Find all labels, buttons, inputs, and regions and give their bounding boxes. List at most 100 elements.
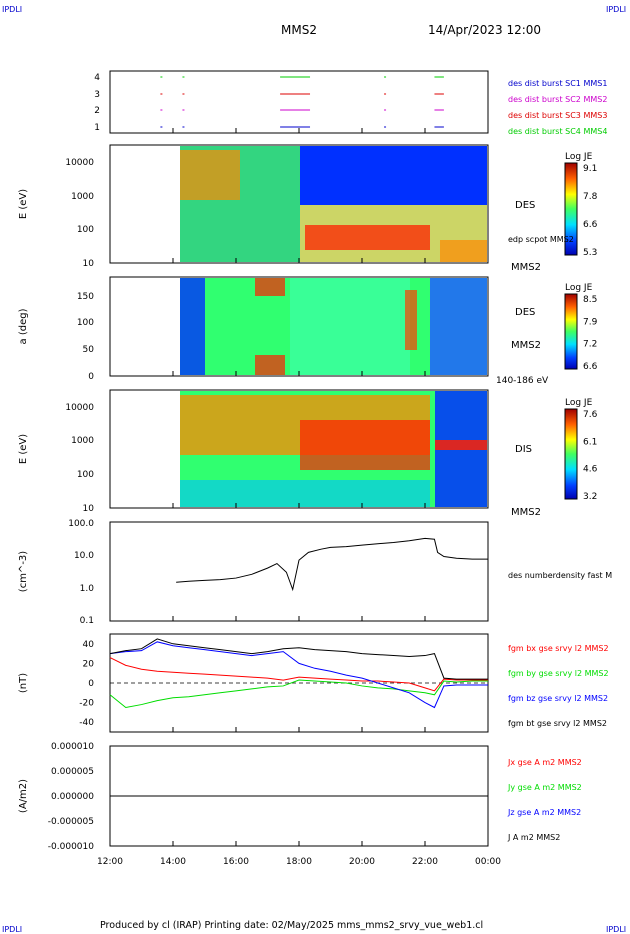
- colorbar-title: Log JE: [565, 283, 593, 293]
- x-tick-label: 00:00: [475, 857, 501, 867]
- x-tick-label: 12:00: [97, 857, 123, 867]
- colorbar-1: [564, 162, 578, 256]
- spectrogram-right-label: DES: [515, 307, 535, 318]
- current-legend-label: Jx gse A m2 MMS2: [507, 758, 582, 767]
- spectrogram-ytick-label: 50: [83, 345, 95, 355]
- density-ytick-label: 1.0: [80, 584, 95, 594]
- spectrogram-ytick-label: 10000: [65, 403, 94, 413]
- burst-legend-label: des dist burst SC2 MMS2: [508, 95, 607, 104]
- burst-panel-frame: [109, 70, 489, 134]
- spectrogram-ytick-label: 0: [88, 372, 94, 382]
- current-ytick-label: -0.000010: [48, 842, 94, 852]
- colorbar-2: [564, 293, 578, 370]
- page-datetime: 14/Apr/2023 12:00: [428, 23, 541, 37]
- current-ytick-label: 0.000010: [51, 742, 94, 752]
- density-ytick-label: 10.0: [74, 551, 94, 561]
- footer-logo-right: IPDLI: [606, 925, 626, 934]
- axis-text-layer: 4 3 2 1 des dist burst SC1 MMS1 des dist burs…: [18, 73, 612, 867]
- colorbar-tick-label: 5.3: [583, 248, 597, 258]
- x-tick-label: 22:00: [412, 857, 438, 867]
- fgm-series-line: [109, 638, 488, 680]
- logo-left: IPDLI: [2, 5, 22, 14]
- burst-ytick-label: 4: [94, 73, 100, 83]
- spectrogram-right-bottom: MMS2: [511, 262, 541, 273]
- fgm-ytick-label: -40: [79, 718, 94, 728]
- burst-ytick-label: 3: [94, 90, 100, 100]
- fgm-legend-label: fgm by gse srvy l2 MMS2: [508, 669, 609, 678]
- spectrogram-right-sublabel: edp scpot MMS2: [508, 235, 574, 244]
- plot-layer: [109, 76, 489, 846]
- density-ytick-label: 0.1: [80, 616, 94, 626]
- spectrogram-ylabel: E (eV): [18, 434, 29, 464]
- fgm-legend-label: fgm bz gse srvy l2 MMS2: [508, 694, 608, 703]
- spectrogram-ytick-label: 1000: [71, 436, 94, 446]
- dis-energy-spectrogram: [180, 391, 487, 507]
- colorbar-tick-label: 6.6: [583, 362, 598, 372]
- spectrogram-ylabel: a (deg): [18, 308, 29, 344]
- x-tick-label: 20:00: [349, 857, 375, 867]
- x-tick-label: 18:00: [286, 857, 312, 867]
- spectrogram-right-bottom: MMS2: [511, 507, 541, 518]
- spectrogram-ytick-label: 100: [77, 470, 94, 480]
- spectrogram-ytick-label: 10: [83, 259, 95, 269]
- colorbar-3: [564, 408, 578, 500]
- current-ytick-label: -0.000005: [48, 817, 94, 827]
- fgm-ytick-label: 40: [83, 640, 95, 650]
- fgm-series-line: [109, 657, 488, 692]
- colorbar-tick-label: 8.5: [583, 295, 597, 305]
- colorbar-tick-label: 7.9: [583, 317, 598, 327]
- fgm-legend-label: fgm bx gse srvy l2 MMS2: [508, 644, 609, 653]
- page-title: MMS2: [281, 23, 317, 37]
- des-energy-spectrogram: [180, 146, 487, 262]
- burst-ytick-label: 2: [94, 106, 100, 116]
- burst-legend-label: des dist burst SC4 MMS4: [508, 127, 607, 136]
- spectrogram-right-label: DES: [515, 200, 535, 211]
- burst-ytick-label: 1: [94, 123, 100, 133]
- current-legend-label: J A m2 MMS2: [507, 833, 560, 842]
- x-tick-label: 14:00: [160, 857, 186, 867]
- spectrogram-ylabel: E (eV): [18, 189, 29, 219]
- burst-legend-label: des dist burst SC1 MMS1: [508, 79, 607, 88]
- colorbar-tick-label: 7.2: [583, 340, 597, 350]
- current-ytick-label: 0.000005: [51, 767, 94, 777]
- current-ylabel: (A/m2): [18, 779, 29, 813]
- colorbar-tick-label: 6.1: [583, 437, 597, 447]
- fgm-ytick-label: 20: [83, 659, 95, 669]
- footer-credit: Produced by cl (IRAP) Printing date: 02/…: [100, 920, 483, 931]
- spectrogram-right-label: DIS: [515, 444, 532, 455]
- current-legend-label: Jz gse A m2 MMS2: [507, 808, 581, 817]
- density-panel-frame: [109, 521, 489, 622]
- colorbar-tick-label: 3.2: [583, 492, 597, 502]
- logo-right: IPDLI: [606, 5, 626, 14]
- current-legend-label: Jy gse A m2 MMS2: [507, 783, 582, 792]
- density-ytick-label: 100.0: [68, 519, 94, 529]
- spectrogram-ytick-label: 100: [77, 225, 94, 235]
- colorbar-tick-label: 7.8: [583, 192, 598, 202]
- footer-logo-left: IPDLI: [2, 925, 22, 934]
- fgm-ytick-label: -20: [79, 699, 94, 709]
- current-ytick-label: 0.000000: [51, 792, 94, 802]
- colorbar-tick-label: 6.6: [583, 220, 598, 230]
- spectrogram-ytick-label: 150: [77, 292, 94, 302]
- colorbar-title: Log JE: [565, 152, 593, 162]
- density-legend: des numberdensity fast M: [508, 571, 612, 580]
- fgm-series-line: [109, 679, 488, 709]
- burst-legend-label: des dist burst SC3 MMS3: [508, 111, 607, 120]
- fgm-legend-label: fgm bt gse srvy l2 MMS2: [508, 719, 607, 728]
- spectrogram-ytick-label: 1000: [71, 192, 94, 202]
- colorbar-title: Log JE: [565, 398, 593, 408]
- spectrogram-ytick-label: 10: [83, 504, 95, 514]
- fgm-ylabel: (nT): [18, 673, 29, 693]
- colorbar-tick-label: 7.6: [583, 410, 598, 420]
- spectrogram-right-sublabel: MMS2: [511, 340, 541, 351]
- colorbars: [564, 162, 578, 500]
- spectrogram-right-bottom: 140-186 eV: [496, 376, 549, 386]
- density-ylabel: (cm^-3): [18, 551, 29, 592]
- x-tick-label: 16:00: [223, 857, 249, 867]
- des-pitch-spectrogram: [180, 278, 487, 375]
- spectrogram-ytick-label: 100: [77, 318, 94, 328]
- fgm-series-line: [109, 641, 488, 709]
- colorbar-tick-label: 4.6: [583, 465, 598, 475]
- spectrogram-ytick-label: 10000: [65, 158, 94, 168]
